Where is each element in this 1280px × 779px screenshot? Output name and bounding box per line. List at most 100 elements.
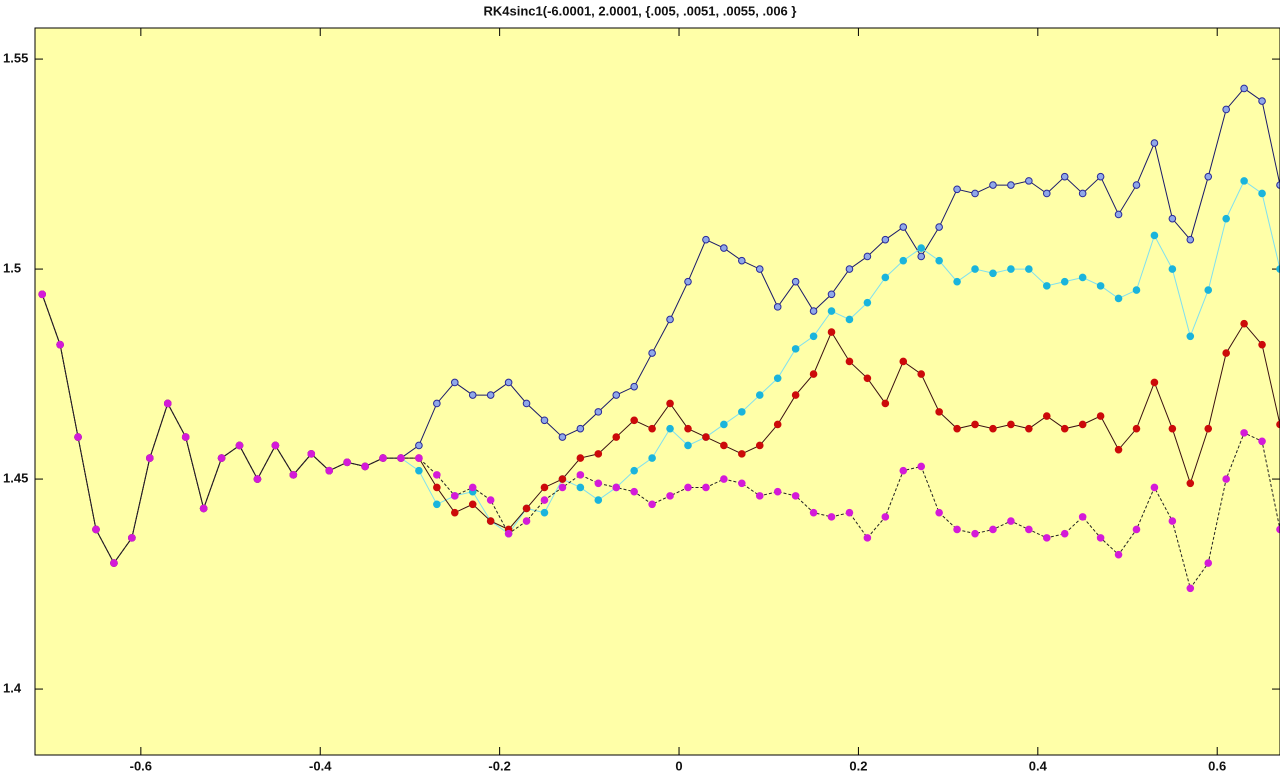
data-point [881, 235, 890, 244]
data-point [1150, 139, 1159, 147]
data-point [1025, 424, 1033, 433]
data-point [791, 345, 800, 353]
series-line [41, 294, 1280, 590]
data-point [702, 483, 710, 492]
data-point [935, 508, 943, 517]
data-point [1222, 475, 1230, 483]
data-point [486, 496, 495, 504]
data-point [576, 483, 585, 492]
data-point [433, 500, 441, 509]
data-point [1168, 424, 1177, 433]
data-point [773, 374, 782, 383]
data-point [863, 534, 872, 542]
data-point [1186, 332, 1195, 341]
data-point [917, 244, 926, 252]
data-point [1132, 525, 1141, 534]
data-point [1186, 235, 1195, 244]
data-point [755, 492, 764, 500]
data-point [1060, 277, 1069, 286]
data-point [630, 416, 638, 425]
data-point [594, 450, 603, 458]
data-point [289, 471, 298, 479]
data-point [576, 424, 585, 433]
data-point [612, 483, 621, 492]
data-point [630, 466, 638, 475]
data-point [720, 475, 728, 483]
data-point [271, 441, 280, 450]
data-point [1114, 294, 1123, 303]
data-point [1007, 517, 1015, 525]
data-point [953, 424, 961, 433]
data-point [917, 462, 926, 471]
data-point [1096, 534, 1105, 542]
data-point [379, 454, 387, 462]
data-point [594, 408, 603, 416]
data-point [845, 315, 854, 324]
data-point [1078, 513, 1087, 521]
x-tick-label: -0.6 [130, 758, 152, 773]
data-point [935, 256, 943, 265]
data-point [504, 378, 513, 387]
data-point [594, 479, 603, 488]
data-point [325, 466, 334, 475]
data-point [666, 399, 674, 408]
data-point [415, 466, 423, 475]
data-point [791, 277, 800, 286]
data-point [450, 492, 459, 500]
data-point [1025, 177, 1033, 185]
data-point [881, 273, 890, 282]
data-point [989, 525, 997, 534]
data-point [791, 492, 800, 500]
data-point [74, 433, 82, 441]
data-point [1007, 420, 1015, 429]
data-point [881, 399, 890, 408]
data-point [881, 513, 890, 521]
data-point [738, 408, 746, 416]
data-point [1204, 424, 1213, 433]
data-point [576, 471, 585, 479]
data-point [1060, 424, 1069, 433]
data-point [666, 492, 674, 500]
data-point [92, 525, 100, 534]
data-point [612, 433, 621, 441]
chart-title: RK4sinc1(-6.0001, 2.0001, {.005, .0051, … [484, 3, 797, 18]
y-tick-label: 1.5 [3, 261, 21, 276]
data-point [935, 408, 943, 416]
data-point [522, 504, 531, 513]
x-tick-label: 0.4 [1029, 758, 1048, 773]
data-point [755, 391, 764, 399]
data-point [486, 391, 495, 399]
data-point [773, 487, 782, 496]
data-point [1204, 172, 1213, 181]
data-point [433, 471, 441, 479]
x-tick-label: 0 [675, 758, 682, 773]
data-point [684, 483, 692, 492]
data-point [738, 479, 746, 488]
data-point [989, 269, 997, 278]
data-point [594, 496, 603, 504]
data-point [1168, 214, 1177, 223]
data-point [1204, 559, 1213, 567]
data-point [1258, 340, 1266, 349]
data-point [146, 454, 154, 462]
data-point [1204, 286, 1213, 294]
data-point [863, 252, 872, 261]
data-point [397, 454, 405, 462]
data-point [558, 483, 567, 492]
data-point [1025, 525, 1033, 534]
data-point [540, 416, 549, 425]
data-point [1168, 265, 1177, 273]
data-point [1168, 517, 1177, 525]
data-point [343, 458, 351, 467]
data-point [468, 391, 477, 399]
data-point [128, 534, 136, 542]
data-point [1060, 172, 1069, 181]
data-point [1150, 231, 1159, 240]
data-point [953, 277, 961, 286]
data-point [450, 378, 459, 387]
y-tick-label: 1.55 [3, 51, 28, 66]
data-point [38, 290, 46, 299]
data-point [899, 466, 908, 475]
data-point [235, 441, 244, 450]
data-point [1078, 273, 1087, 282]
